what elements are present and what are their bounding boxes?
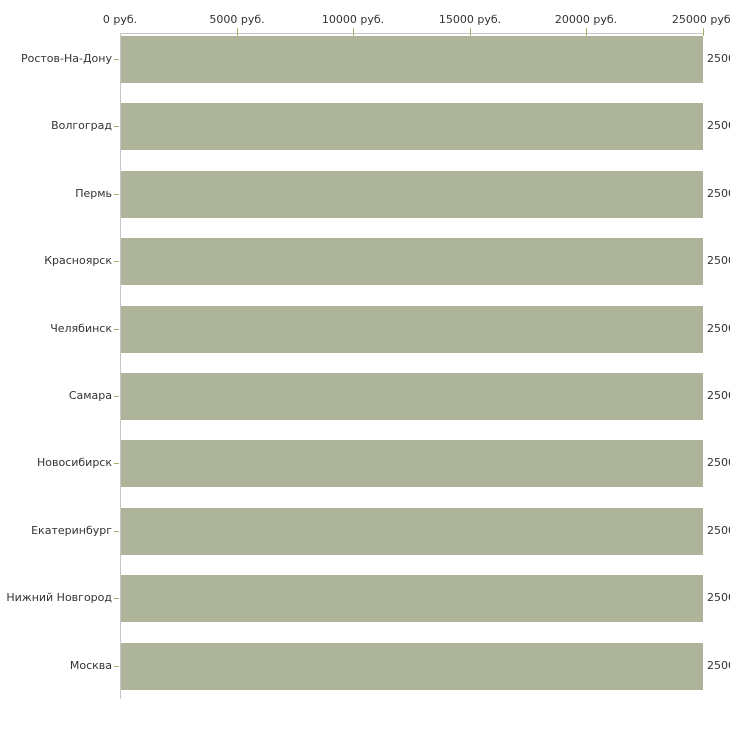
- value-label: 25000 руб.: [707, 254, 730, 267]
- bar: [121, 171, 703, 218]
- value-label: 25000 руб.: [707, 119, 730, 132]
- x-axis-tick: [703, 28, 704, 36]
- category-label: Волгоград: [51, 119, 112, 132]
- y-axis-tick: [114, 261, 119, 262]
- y-axis-tick: [114, 531, 119, 532]
- y-axis-tick: [114, 126, 119, 127]
- category-label: Ростов-На-Дону: [20, 52, 112, 65]
- x-axis-line: [120, 33, 704, 34]
- value-label: 25000 руб.: [707, 456, 730, 469]
- y-axis-tick: [114, 329, 119, 330]
- bar: [121, 103, 703, 150]
- value-label: 25000 руб.: [707, 322, 730, 335]
- y-axis-tick: [114, 396, 119, 397]
- category-label: Нижний Новгород: [6, 591, 112, 604]
- x-axis-tick-label: 15000 руб.: [438, 13, 502, 26]
- value-label: 25000 руб.: [707, 591, 730, 604]
- x-axis-tick: [470, 28, 471, 36]
- category-label: Самара: [68, 389, 112, 402]
- value-label: 25000 руб.: [707, 389, 730, 402]
- bar: [121, 440, 703, 487]
- y-axis-line: [120, 33, 121, 699]
- y-axis-tick: [114, 59, 119, 60]
- category-label: Пермь: [75, 187, 112, 200]
- value-label: 25000 руб.: [707, 524, 730, 537]
- bar: [121, 238, 703, 285]
- x-axis-tick: [353, 28, 354, 36]
- x-axis-tick-label: 5000 руб.: [209, 13, 265, 26]
- bar: [121, 643, 703, 690]
- x-axis-tick: [237, 28, 238, 36]
- bar: [121, 508, 703, 555]
- bar: [121, 575, 703, 622]
- x-axis-tick-label: 0 руб.: [102, 13, 138, 26]
- category-label: Новосибирск: [36, 456, 112, 469]
- bar: [121, 306, 703, 353]
- value-label: 25000 руб.: [707, 659, 730, 672]
- y-axis-tick: [114, 194, 119, 195]
- x-axis-tick-label: 20000 руб.: [554, 13, 618, 26]
- category-label: Москва: [69, 659, 112, 672]
- y-axis-tick: [114, 463, 119, 464]
- value-label: 25000 руб.: [707, 52, 730, 65]
- category-label: Красноярск: [44, 254, 112, 267]
- bar: [121, 373, 703, 420]
- x-axis-tick-label: 10000 руб.: [321, 13, 385, 26]
- value-label: 25000 руб.: [707, 187, 730, 200]
- y-axis-tick: [114, 598, 119, 599]
- x-axis-tick-label: 25000 руб.: [671, 13, 730, 26]
- y-axis-tick: [114, 666, 119, 667]
- x-axis-tick: [586, 28, 587, 36]
- category-label: Екатеринбург: [31, 524, 112, 537]
- bar: [121, 36, 703, 83]
- category-label: Челябинск: [50, 322, 112, 335]
